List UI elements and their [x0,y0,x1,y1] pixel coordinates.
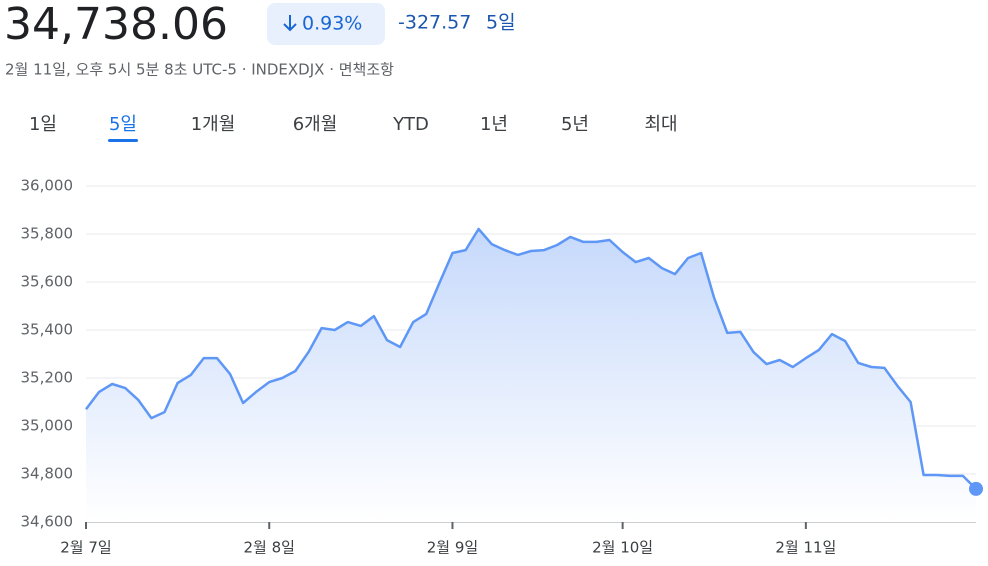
tab-bar: 1일 5일 1개월 6개월 YTD 1년 5년 최대 [29,114,678,142]
meta-info: 2월 11일, 오후 5시 5분 8초 UTC-5 · INDEXDJX · 면… [5,61,394,79]
area-fill [86,229,976,522]
y-tick-label: 35,200 [21,369,74,387]
range-tab[interactable]: 1개월 [191,114,236,135]
y-tick-label: 34,800 [21,465,74,483]
y-tick-label: 36,000 [21,177,74,195]
range-tab[interactable]: YTD [392,114,429,135]
last-point [969,481,983,496]
y-tick-label: 35,800 [21,225,74,243]
change-percent: 0.93% [302,13,362,35]
tab-underline [107,139,139,142]
y-tick-label: 35,600 [21,273,74,291]
x-tick-label: 2월 8일 [244,539,295,557]
change-value: -327.57 [398,12,471,34]
x-tick-label: 2월 9일 [427,539,478,557]
change-period: 5일 [486,12,516,34]
x-tick-label: 2월 10일 [592,539,653,557]
price-line [85,227,977,490]
range-tab[interactable]: 5일 [109,114,137,135]
range-tab[interactable]: 5년 [561,114,589,135]
range-tab[interactable]: 최대 [644,114,677,135]
change-badge [267,3,385,45]
x-tick-label: 2월 7일 [60,539,111,557]
range-tab[interactable]: 1년 [480,114,508,135]
y-tick-label: 35,000 [21,417,74,435]
range-tab[interactable]: 6개월 [293,114,338,135]
down-arrow-icon [283,15,297,32]
plot-area: 34,600 34,800 35,000 35,200 35,400 35,600 35,8… [21,177,983,557]
x-tick-label: 2월 11일 [775,539,836,557]
y-tick-label: 34,600 [21,513,74,531]
range-tab[interactable]: 1일 [29,114,57,135]
y-tick-label: 35,400 [21,321,74,339]
price: 34,738.06 [4,0,228,50]
